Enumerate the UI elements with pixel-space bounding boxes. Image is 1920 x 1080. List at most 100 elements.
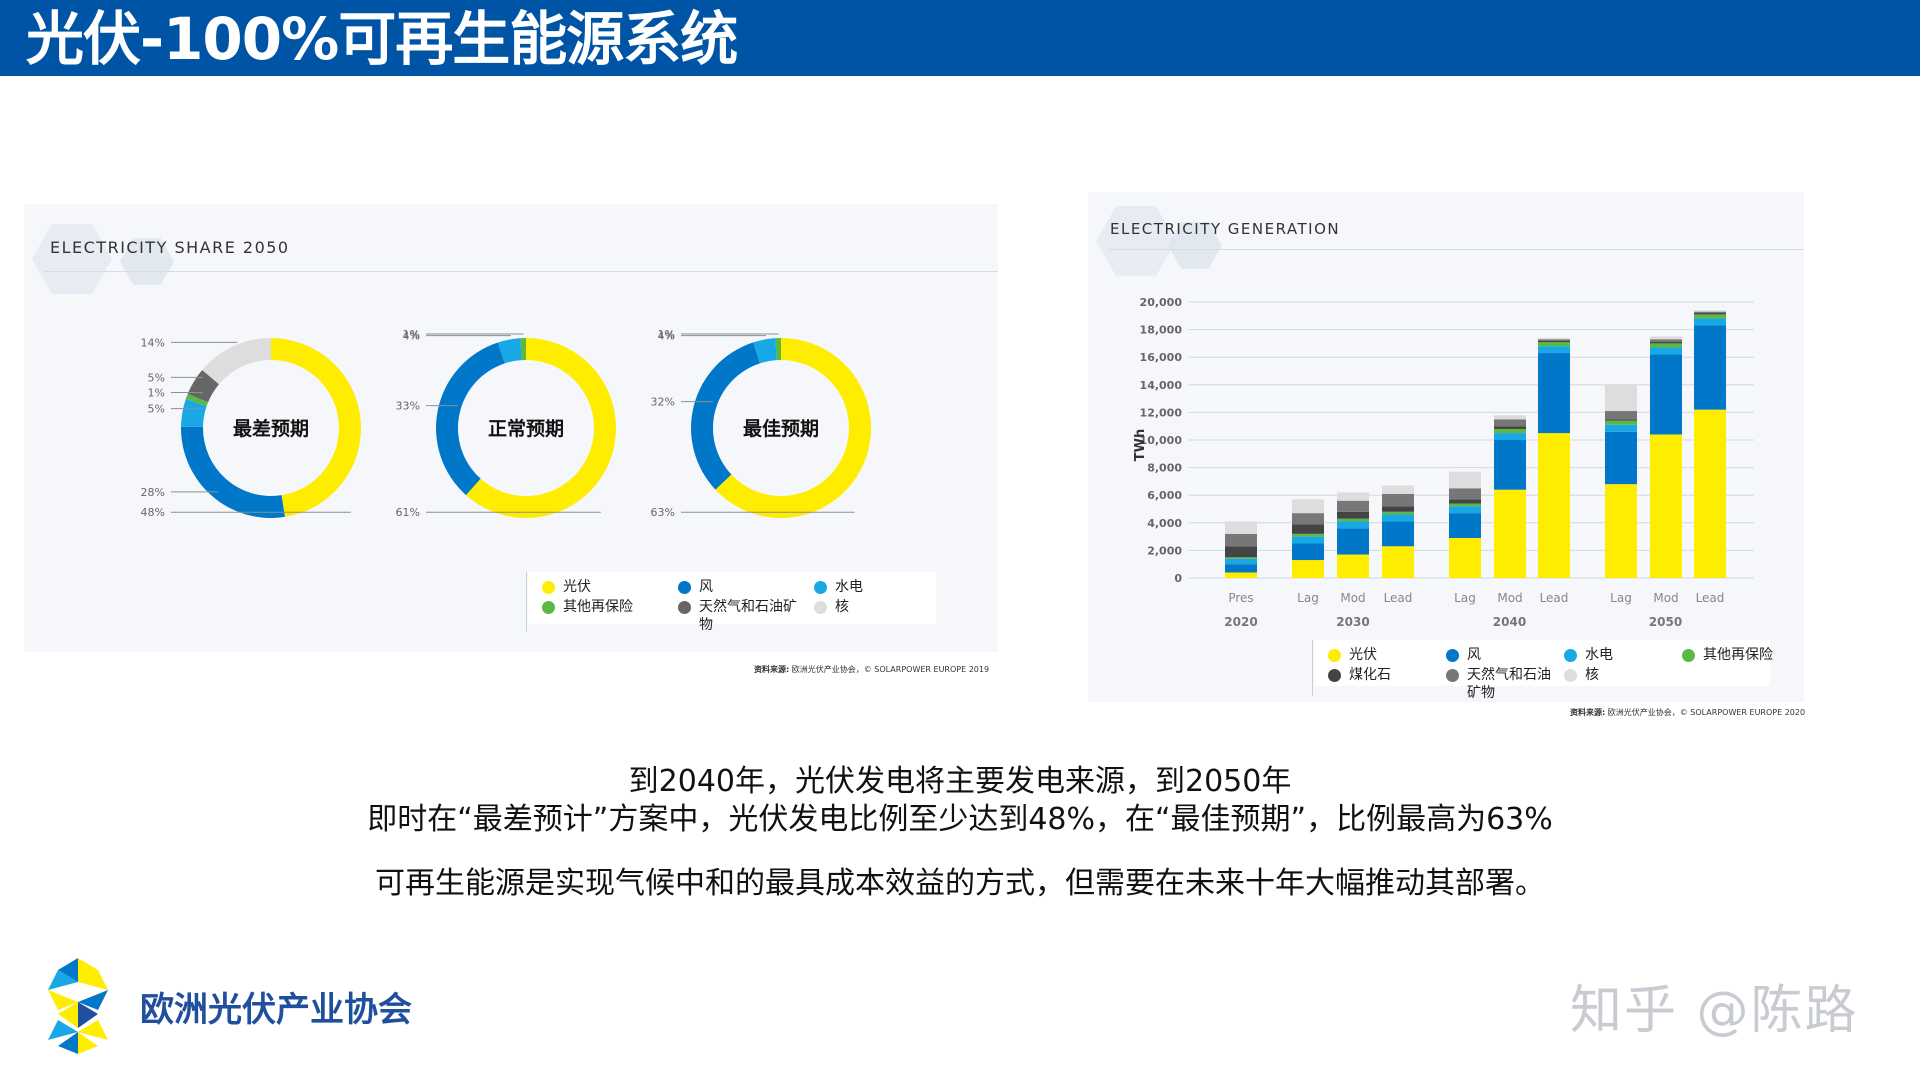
donut-slice (187, 370, 219, 403)
donut-slice (690, 342, 760, 490)
bar-segment (1605, 384, 1637, 412)
legend-label: 核 (835, 599, 849, 615)
legend-item: 核 (814, 598, 942, 616)
legend-divider (526, 572, 527, 632)
source-label: 资料来源: (1570, 708, 1606, 717)
legend-item: 水电 (1564, 646, 1674, 664)
legend-swatch (1328, 669, 1341, 682)
donut-slice (181, 426, 285, 518)
legend-item: 天然气和石油矿物 (678, 598, 806, 634)
donut-slice (465, 338, 616, 518)
legend-item: 其他再保险 (1682, 646, 1792, 664)
y-tick-label: 12,000 (1140, 406, 1183, 419)
bar-segment (1292, 524, 1324, 534)
org-name: 欧洲光伏产业协会 (140, 990, 412, 1030)
donut-center-label: 正常预期 (488, 417, 564, 440)
legend-item: 核 (1564, 666, 1674, 684)
bar-segment (1382, 546, 1414, 578)
legend-item: 风 (1446, 646, 1556, 664)
y-tick-label: 10,000 (1140, 434, 1183, 447)
legend-swatch (1446, 669, 1459, 682)
bar-segment (1494, 428, 1526, 434)
bar-segment (1337, 518, 1369, 522)
bar-segment (1449, 471, 1481, 489)
panel-title: ELECTRICITY SHARE 2050 (50, 238, 290, 257)
panel-title: ELECTRICITY GENERATION (1110, 220, 1341, 238)
legend-swatch (1564, 669, 1577, 682)
legend-item: 风 (678, 578, 806, 596)
bar-segment (1605, 431, 1637, 485)
caption-line: 即时在“最差预计”方案中，光伏发电比例至少达到48%，在“最佳预期”，比例最高为… (367, 802, 1553, 837)
bar-segment (1494, 419, 1526, 427)
bar-segment (1337, 511, 1369, 519)
caption-line: 到2040年，光伏发电将主要发电来源，到2050年 (628, 764, 1292, 799)
y-tick-label: 2,000 (1147, 544, 1182, 557)
y-tick-label: 16,000 (1140, 351, 1183, 364)
legend-item: 光伏 (542, 578, 670, 596)
bar-segment (1292, 499, 1324, 514)
bar-segment (1382, 514, 1414, 522)
bar-segment (1538, 346, 1570, 354)
legend-label: 光伏 (563, 579, 591, 595)
x-tick-label: Lead (1384, 591, 1413, 605)
legend-swatch (814, 581, 827, 594)
legend-swatch (1564, 649, 1577, 662)
bar-segment (1650, 343, 1682, 348)
org-logo-icon (48, 958, 108, 1054)
x-tick-label: Lag (1297, 591, 1319, 605)
bar-segment (1538, 342, 1570, 347)
y-tick-label: 20,000 (1140, 296, 1183, 309)
caption-line: 可再生能源是实现气候中和的最具成本效益的方式，但需要在未来十年大幅推动其部署。 (375, 866, 1545, 901)
bar-segment (1225, 572, 1257, 578)
legend-label: 光伏 (1349, 647, 1377, 663)
legend-swatch (814, 601, 827, 614)
legend-swatch (1446, 649, 1459, 662)
x-tick-label: Mod (1340, 591, 1365, 605)
slice-label: 61% (396, 506, 420, 519)
bar-segment (1650, 354, 1682, 435)
stacked-bar-chart: 0 2,000 4,000 6,000 8,000 10,000 12,000 14,000 1… (1133, 296, 1754, 629)
bar-segment (1538, 340, 1570, 343)
source-text: 欧洲光伏产业协会，© SOLARPOWER EUROPE 2019 (791, 665, 990, 674)
x-group-label: 2030 (1336, 615, 1369, 629)
slice-label: 5% (148, 371, 165, 384)
bar-segment (1650, 339, 1682, 343)
electricity-share-panel: ELECTRICITY SHARE 2050 48% 28% 5% 1% 5% 14% 最差… (24, 204, 998, 652)
bar-segment (1225, 521, 1257, 534)
slice-label: 28% (141, 486, 165, 499)
donut-chart: 61% 33% 4%1% 正常预期 (396, 328, 616, 519)
y-tick-label: 0 (1174, 572, 1182, 585)
bar-segment (1382, 493, 1414, 507)
legend-item: 天然气和石油矿物 (1446, 666, 1556, 702)
donut-slice (185, 393, 209, 407)
bar-segment (1292, 560, 1324, 578)
slice-label: 33% (396, 400, 420, 413)
x-group-label: 2040 (1493, 615, 1526, 629)
panel-divider (44, 271, 998, 272)
donut-center-label: 最佳预期 (743, 417, 819, 440)
donut-center-label: 最差预期 (233, 417, 309, 440)
bar-segment (1225, 557, 1257, 559)
bar-segment (1650, 434, 1682, 578)
source-note: 资料来源: 欧洲光伏产业协会，© SOLARPOWER EUROPE 2020 (1570, 707, 1805, 718)
legend-swatch (542, 581, 555, 594)
donut-chart: 48% 28% 5% 1% 5% 14% 最差预期 (141, 336, 361, 519)
slice-label: 5% (148, 403, 165, 416)
x-tick-label: Lag (1610, 591, 1632, 605)
bar-segment (1494, 415, 1526, 420)
x-group-label: 2020 (1224, 615, 1257, 629)
bar-segment (1337, 500, 1369, 512)
legend-label: 天然气和石油矿物 (699, 599, 797, 633)
hexagon-decoration (1096, 206, 1176, 276)
bar-segment (1292, 536, 1324, 544)
legend-label: 风 (699, 579, 713, 595)
x-tick-label: Lag (1454, 591, 1476, 605)
bar-segment (1382, 511, 1414, 515)
legend-swatch (1682, 649, 1695, 662)
bar-segment (1694, 318, 1726, 326)
legend-swatch (678, 601, 691, 614)
bar-segment (1382, 485, 1414, 494)
slice-label: 48% (141, 506, 165, 519)
bar-segment (1382, 521, 1414, 547)
x-tick-label: Mod (1497, 591, 1522, 605)
